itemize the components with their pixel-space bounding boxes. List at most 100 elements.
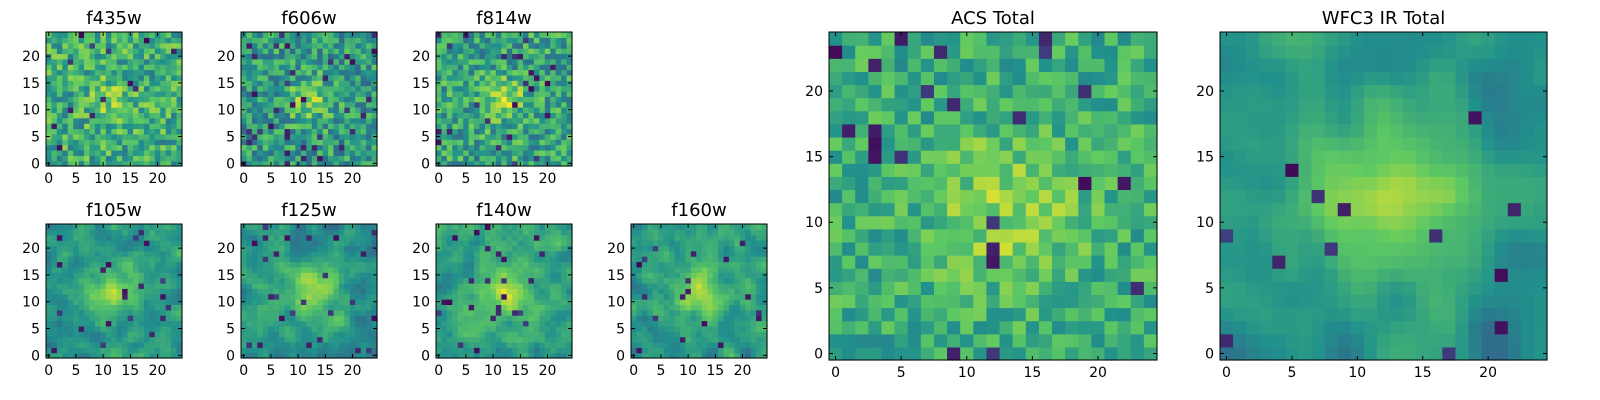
- heatmap-cell: [257, 42, 264, 49]
- heatmap-cell: [371, 234, 378, 241]
- heatmap-cell: [1104, 346, 1119, 361]
- heatmap-cell: [490, 234, 497, 241]
- heatmap-cell: [105, 74, 112, 81]
- heatmap-cell: [160, 90, 167, 97]
- heatmap-cell: [907, 320, 922, 335]
- heatmap-cell: [262, 240, 269, 247]
- heatmap-cell: [523, 347, 530, 354]
- heatmap-cell: [133, 85, 140, 92]
- heatmap-cell: [550, 144, 557, 151]
- heatmap-cell: [533, 107, 540, 113]
- heatmap-cell: [251, 64, 258, 71]
- heatmap-cell: [371, 266, 378, 273]
- heatmap-cell: [67, 277, 74, 284]
- heatmap-cell: [1065, 228, 1079, 243]
- heatmap-cell: [333, 117, 340, 124]
- heatmap-cell: [533, 352, 540, 359]
- heatmap-cell: [279, 288, 286, 295]
- heatmap-cell: [512, 123, 519, 130]
- heatmap-cell: [631, 341, 638, 348]
- heatmap-cell: [154, 123, 161, 130]
- heatmap-cell: [78, 309, 85, 316]
- heatmap-cell: [1130, 320, 1145, 335]
- heatmap-cell: [284, 155, 291, 162]
- heatmap-cell: [143, 315, 150, 322]
- heatmap-cell: [94, 352, 101, 359]
- heatmap-cell: [333, 315, 340, 322]
- heatmap-cell: [257, 69, 264, 76]
- heatmap-cell: [501, 139, 508, 146]
- heatmap-cell: [160, 58, 167, 65]
- heatmap-cell: [539, 133, 546, 140]
- heatmap-cell: [523, 266, 530, 273]
- heatmap-cell: [701, 282, 708, 289]
- heatmap-cell: [241, 85, 248, 92]
- heatmap-cell: [328, 160, 335, 167]
- heatmap-cell: [506, 74, 513, 81]
- heatmap-cell: [344, 224, 351, 230]
- heatmap-cell: [986, 176, 1001, 191]
- heatmap-cell: [371, 139, 378, 146]
- heatmap-cell: [273, 42, 280, 49]
- heatmap-cell: [674, 224, 681, 230]
- heatmap-cell: [457, 37, 464, 44]
- heatmap-cell: [1091, 294, 1106, 309]
- heatmap-cell: [506, 245, 513, 252]
- heatmap-cell: [1025, 255, 1040, 269]
- heatmap-cell: [289, 256, 296, 263]
- heatmap-cell: [468, 133, 475, 140]
- heatmap-cell: [718, 229, 725, 236]
- heatmap-cell: [111, 101, 118, 108]
- heatmap-cell: [555, 128, 562, 135]
- heatmap-cell: [311, 304, 318, 311]
- heatmap-cell: [484, 304, 491, 311]
- heatmap-cell: [756, 266, 763, 273]
- heatmap-cell: [517, 315, 524, 322]
- heatmap-cell: [517, 336, 524, 343]
- heatmap-cell: [920, 255, 935, 269]
- heatmap-cell: [1104, 176, 1119, 191]
- heatmap-cell: [517, 293, 524, 300]
- heatmap-cell: [366, 234, 373, 241]
- heatmap-cell: [652, 325, 659, 332]
- heatmap-cell: [78, 128, 85, 135]
- heatmap-cell: [62, 128, 69, 135]
- heatmap-cell: [160, 341, 167, 348]
- heatmap-cell: [641, 234, 648, 241]
- heatmap-cell: [523, 96, 530, 103]
- heatmap-cell: [685, 320, 692, 327]
- heatmap-cell: [67, 48, 74, 55]
- heatmap-cell: [1104, 163, 1119, 177]
- heatmap-cell: [62, 304, 69, 311]
- heatmap-cell: [56, 112, 63, 119]
- heatmap-cell: [647, 325, 654, 332]
- heatmap-cell: [154, 272, 161, 279]
- heatmap-cell: [116, 155, 123, 162]
- heatmap-cell: [311, 224, 318, 230]
- heatmap-cell: [533, 64, 540, 71]
- heatmap-cell: [1130, 228, 1145, 243]
- heatmap-cell: [122, 85, 129, 92]
- heatmap-cell: [62, 293, 69, 300]
- heatmap-cell: [116, 304, 123, 311]
- heatmap-cell: [111, 272, 118, 279]
- heatmap-cell: [468, 224, 475, 230]
- heatmap-cell: [457, 309, 464, 316]
- heatmap-cell: [718, 261, 725, 268]
- heatmap-cell: [295, 309, 302, 316]
- heatmap-cell: [1078, 281, 1092, 295]
- heatmap-cell: [528, 155, 535, 162]
- heatmap-cell: [279, 160, 286, 167]
- heatmap-cell: [295, 336, 302, 343]
- heatmap-cell: [696, 250, 703, 257]
- x-tick-label: 5: [71, 363, 80, 379]
- heatmap-cell: [160, 144, 167, 151]
- heatmap-cell: [468, 320, 475, 327]
- heatmap-cell: [842, 163, 856, 177]
- heatmap-cell: [490, 240, 497, 247]
- heatmap-cell: [262, 320, 269, 327]
- heatmap-cell: [89, 90, 96, 97]
- heatmap-cell: [539, 160, 546, 167]
- heatmap-cell: [457, 58, 464, 65]
- heatmap-cell: [241, 234, 248, 241]
